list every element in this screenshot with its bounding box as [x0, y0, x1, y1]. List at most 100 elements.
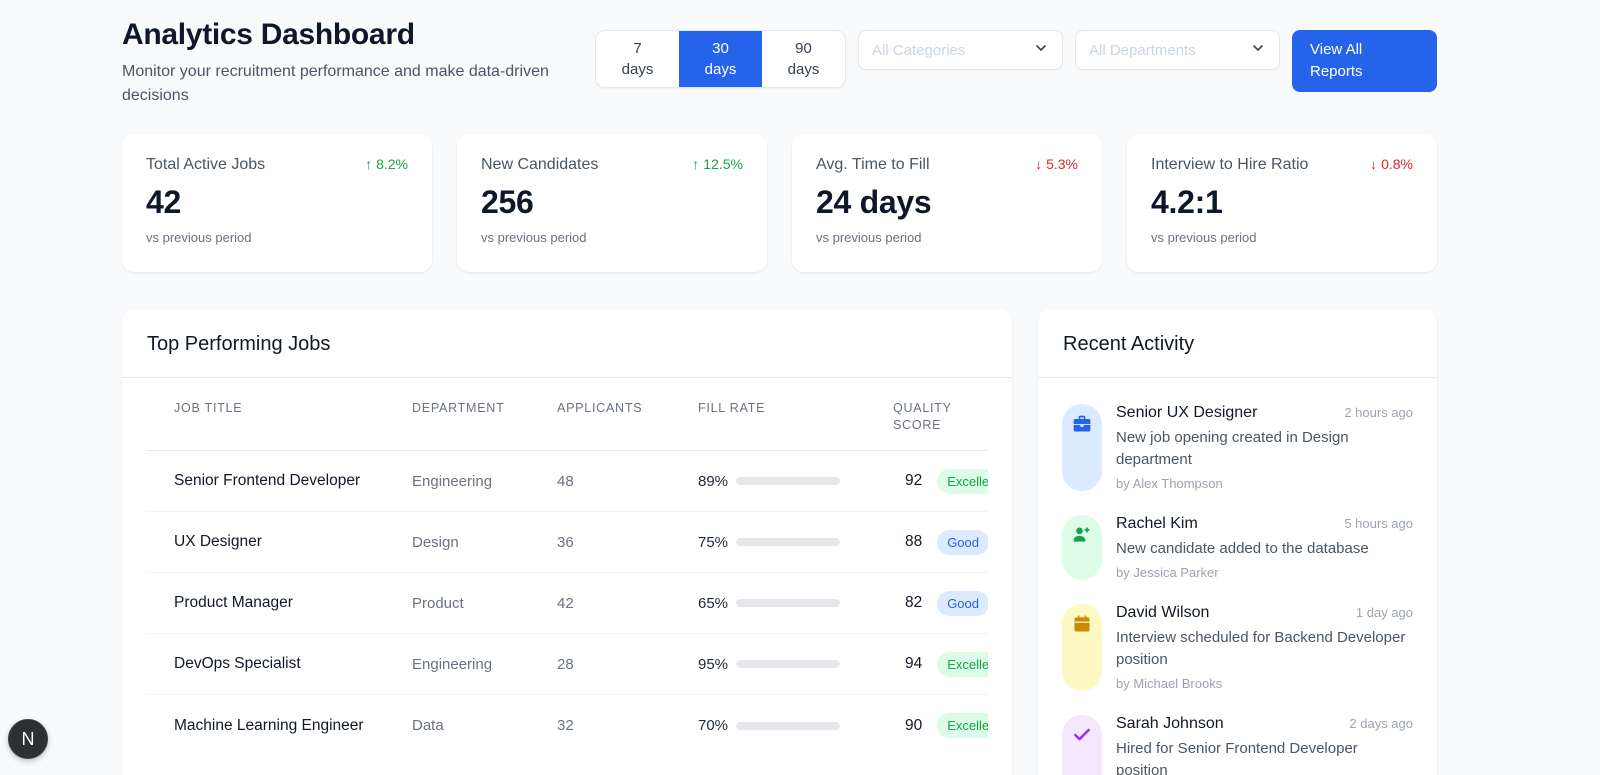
quality-badge-clip: Excellent [937, 468, 988, 494]
fill-rate-bar-track [736, 660, 840, 668]
jobs-panel-header: Top Performing Jobs [122, 309, 1012, 378]
departments-dropdown[interactable]: All Departments [1075, 30, 1280, 70]
arrow-down-icon: ↓ [1035, 156, 1043, 172]
applicants-cell: 48 [557, 472, 574, 490]
status-badge: Good [937, 590, 988, 616]
stat-card-total-active-jobs: Total Active Jobs ↑ 8.2% 42 vs previous p… [122, 134, 432, 272]
stats-row: Total Active Jobs ↑ 8.2% 42 vs previous p… [122, 134, 1437, 272]
job-title-cell: DevOps Specialist [174, 655, 301, 672]
recent-activity-panel: Recent Activity Senior UX Designer 2 hou… [1038, 309, 1437, 775]
stat-value: 256 [481, 184, 534, 220]
stat-label: Avg. Time to Fill [816, 156, 930, 173]
fill-rate-bar-track [736, 721, 840, 730]
top-performing-jobs-panel: Top Performing Jobs JOB TITLE DEPARTMENT… [122, 309, 1012, 775]
table-row: DevOps Specialist Engineering 28 95% 94 … [146, 634, 988, 695]
categories-dropdown[interactable]: All Categories [858, 30, 1063, 70]
quality-badge-clip: Good [937, 590, 988, 616]
dashboard-page: Analytics Dashboard Monitor your recruit… [122, 0, 1437, 775]
jobs-panel-title: Top Performing Jobs [147, 333, 331, 355]
activity-title: Rachel Kim [1116, 515, 1198, 532]
activity-timestamp: 5 hours ago [1344, 516, 1413, 531]
quality-score-value: 92 [905, 472, 923, 489]
calendar-icon [1062, 604, 1102, 691]
applicants-cell: 36 [557, 533, 574, 551]
applicants-cell: 32 [557, 717, 574, 734]
fill-rate-cell: 89% [698, 473, 893, 490]
toolbar: 7 days 30 days 90 days All Categories Al… [595, 30, 1437, 92]
activity-list: Senior UX Designer 2 hours ago New job o… [1038, 378, 1437, 775]
arrow-down-icon: ↓ [1370, 156, 1378, 172]
job-title-cell: Product Manager [174, 594, 293, 611]
quality-score-cell: 94 Excellent [893, 651, 988, 677]
header: Analytics Dashboard Monitor your recruit… [122, 18, 1437, 108]
chevron-down-icon [1250, 40, 1266, 61]
job-title-cell: Senior Frontend Developer [174, 472, 361, 489]
column-header-department: DEPARTMENT [412, 401, 505, 415]
quality-score-cell: 82 Good [893, 590, 988, 616]
fill-rate-value: 70% [698, 717, 729, 734]
column-header-quality-score: QUALITY SCORE [893, 400, 988, 434]
department-cell: Engineering [412, 472, 493, 490]
stat-delta: ↓ 5.3% [1035, 156, 1078, 172]
stat-delta-value: 0.8% [1381, 156, 1413, 172]
list-item: Senior UX Designer 2 hours ago New job o… [1062, 404, 1413, 491]
arrow-up-icon: ↑ [365, 156, 373, 172]
stat-card-new-candidates: New Candidates ↑ 12.5% 256 vs previous pe… [457, 134, 767, 272]
period-button-label: 7 days [621, 40, 654, 78]
stat-caption: vs previous period [146, 230, 252, 245]
fill-rate-bar-track [736, 599, 840, 607]
quality-score-cell: 90 Excellent [893, 713, 988, 738]
person-plus-icon [1062, 515, 1102, 580]
list-item: Sarah Johnson 2 days ago Hired for Senio… [1062, 715, 1413, 775]
departments-dropdown-value: All Departments [1089, 41, 1196, 59]
period-button-90-days[interactable]: 90 days [762, 31, 845, 87]
status-badge: Excellent [937, 713, 988, 738]
quality-score-value: 90 [905, 716, 923, 734]
stat-delta: ↓ 0.8% [1370, 156, 1413, 172]
fill-rate-cell: 70% [698, 717, 893, 734]
chevron-down-icon [1033, 40, 1049, 61]
nextjs-dev-indicator[interactable]: N [8, 719, 48, 759]
table-row: Senior Frontend Developer Engineering 48… [146, 451, 988, 512]
department-cell: Data [412, 717, 444, 734]
job-title-cell: Machine Learning Engineer [174, 716, 364, 734]
stat-delta-value: 12.5% [703, 156, 743, 172]
stat-label: Total Active Jobs [146, 156, 266, 173]
applicants-cell: 28 [557, 655, 574, 673]
quality-badge-clip: Good [937, 529, 988, 555]
quality-score-cell: 88 Good [893, 529, 988, 555]
activity-panel-header: Recent Activity [1038, 309, 1437, 378]
activity-description: Interview scheduled for Backend Develope… [1116, 629, 1406, 668]
briefcase-icon [1062, 404, 1102, 491]
fill-rate-value: 65% [698, 594, 729, 612]
stat-delta-value: 8.2% [376, 156, 408, 172]
page-title: Analytics Dashboard [122, 18, 415, 51]
activity-title: Sarah Johnson [1116, 715, 1224, 732]
status-badge: Excellent [937, 651, 988, 677]
stat-caption: vs previous period [481, 230, 587, 245]
table-row: Machine Learning Engineer Data 32 70% 90… [146, 695, 988, 756]
quality-score-cell: 92 Excellent [893, 468, 988, 494]
fill-rate-cell: 75% [698, 534, 893, 551]
stat-delta: ↑ 12.5% [692, 156, 743, 172]
stat-delta: ↑ 8.2% [365, 156, 408, 172]
quality-score-value: 82 [905, 594, 923, 611]
activity-item-body: Sarah Johnson 2 days ago Hired for Senio… [1116, 715, 1413, 775]
activity-item-body: David Wilson 1 day ago Interview schedul… [1116, 604, 1413, 691]
jobs-table: JOB TITLE DEPARTMENT APPLICANTS FILL RAT… [146, 378, 988, 756]
period-toggle-group: 7 days 30 days 90 days [595, 30, 846, 88]
fill-rate-cell: 95% [698, 656, 893, 673]
department-cell: Design [412, 533, 459, 551]
activity-author: by Alex Thompson [1116, 476, 1223, 491]
period-button-30-days[interactable]: 30 days [679, 31, 762, 87]
applicants-cell: 42 [557, 594, 574, 612]
stat-label: New Candidates [481, 156, 599, 173]
period-button-7-days[interactable]: 7 days [596, 31, 679, 87]
jobs-table-header-row: JOB TITLE DEPARTMENT APPLICANTS FILL RAT… [146, 378, 988, 451]
quality-badge-clip: Excellent [937, 651, 988, 677]
fill-rate-cell: 65% [698, 595, 893, 612]
view-all-reports-label: View All Reports [1310, 41, 1363, 80]
table-row: Product Manager Product 42 65% 82 Good [146, 573, 988, 634]
stat-delta-value: 5.3% [1046, 156, 1078, 172]
view-all-reports-button[interactable]: View All Reports [1292, 30, 1437, 92]
